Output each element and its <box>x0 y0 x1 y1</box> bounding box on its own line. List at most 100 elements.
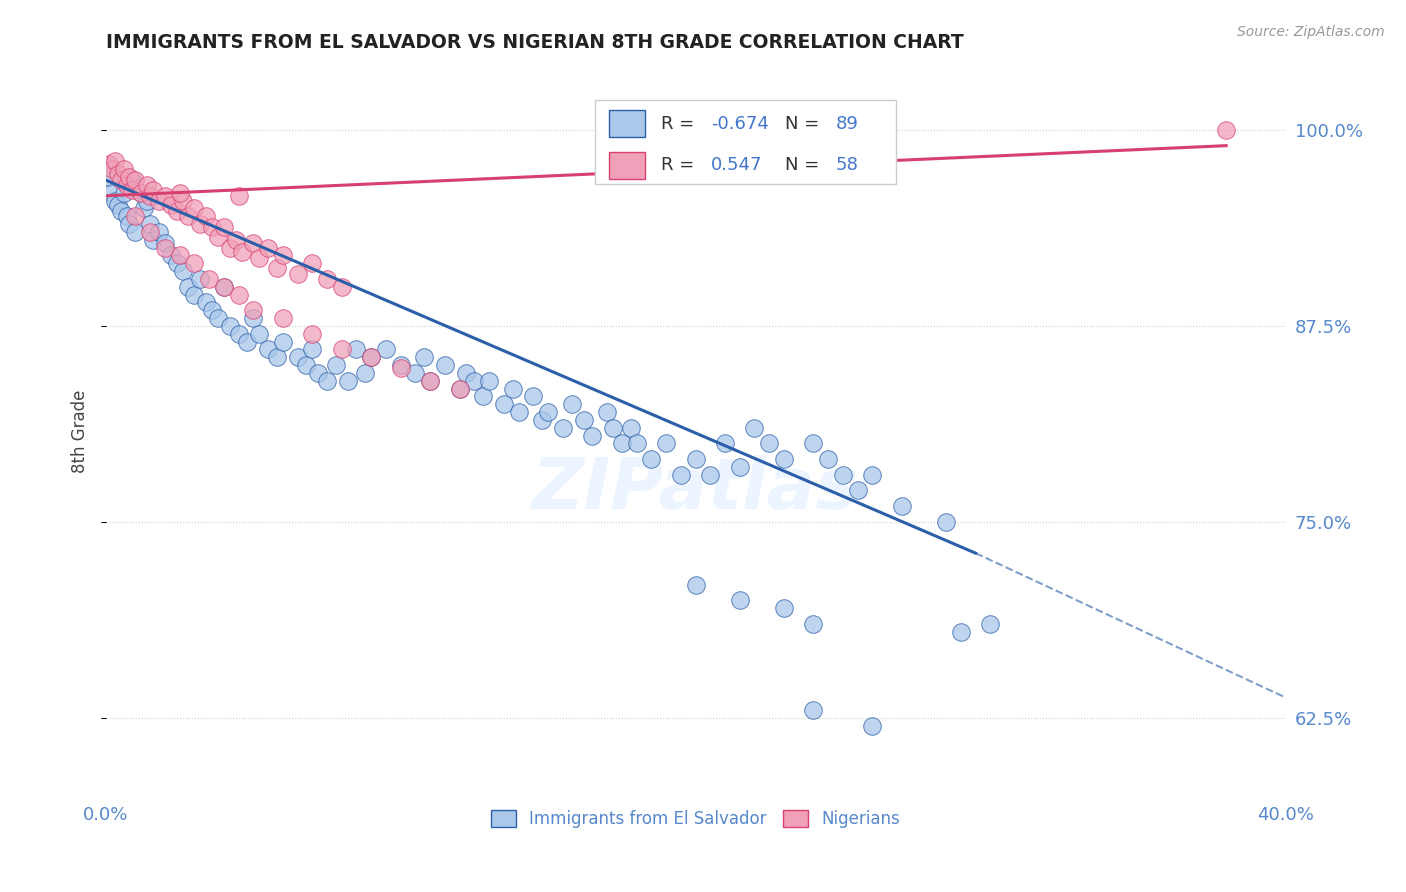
Point <box>139 217 162 231</box>
Point <box>346 343 368 357</box>
Point <box>172 194 194 208</box>
Point <box>212 279 235 293</box>
Point <box>699 467 721 482</box>
Point <box>148 225 170 239</box>
Point <box>287 350 309 364</box>
Point <box>389 358 412 372</box>
Point <box>325 358 347 372</box>
Point <box>172 264 194 278</box>
Point <box>139 189 162 203</box>
Point <box>198 272 221 286</box>
Point <box>472 389 495 403</box>
Point <box>728 593 751 607</box>
Point <box>360 350 382 364</box>
FancyBboxPatch shape <box>609 110 645 137</box>
Point <box>115 209 138 223</box>
Point <box>433 358 456 372</box>
Point <box>492 397 515 411</box>
Point <box>136 178 159 192</box>
Point <box>449 382 471 396</box>
Point <box>620 421 643 435</box>
Point <box>169 248 191 262</box>
Point <box>602 421 624 435</box>
Point <box>307 366 329 380</box>
Point <box>101 162 124 177</box>
Point <box>257 240 280 254</box>
Point <box>159 248 181 262</box>
Point <box>685 452 707 467</box>
Point <box>271 311 294 326</box>
Point <box>195 209 218 223</box>
Point <box>316 272 339 286</box>
Point <box>508 405 530 419</box>
Point <box>949 624 972 639</box>
Point <box>228 287 250 301</box>
Point <box>129 186 152 200</box>
FancyBboxPatch shape <box>595 100 896 184</box>
Point <box>225 233 247 247</box>
Point <box>832 467 855 482</box>
Point <box>463 374 485 388</box>
Point <box>110 173 132 187</box>
Point <box>218 240 240 254</box>
Point <box>561 397 583 411</box>
Point <box>195 295 218 310</box>
Point <box>744 421 766 435</box>
Point <box>97 157 120 171</box>
Point <box>301 326 323 341</box>
Point <box>714 436 737 450</box>
Point <box>218 318 240 333</box>
Point <box>115 178 138 192</box>
Point <box>121 182 143 196</box>
Point <box>134 202 156 216</box>
Point <box>316 374 339 388</box>
Point <box>207 311 229 326</box>
Point <box>112 162 135 177</box>
Point <box>201 220 224 235</box>
Point <box>336 374 359 388</box>
Point <box>773 601 796 615</box>
Point <box>360 350 382 364</box>
Point <box>177 209 200 223</box>
Point <box>166 204 188 219</box>
Point <box>860 718 883 732</box>
Point <box>242 235 264 250</box>
Point <box>207 229 229 244</box>
Point <box>228 326 250 341</box>
Point <box>242 311 264 326</box>
Point <box>581 428 603 442</box>
Point <box>935 515 957 529</box>
Text: IMMIGRANTS FROM EL SALVADOR VS NIGERIAN 8TH GRADE CORRELATION CHART: IMMIGRANTS FROM EL SALVADOR VS NIGERIAN … <box>105 33 963 52</box>
Point <box>773 452 796 467</box>
Point <box>136 194 159 208</box>
Point <box>478 374 501 388</box>
Point <box>247 252 270 266</box>
Text: R =: R = <box>661 114 700 133</box>
Point <box>183 287 205 301</box>
Point <box>107 167 129 181</box>
Point <box>183 256 205 270</box>
Point <box>124 225 146 239</box>
Point <box>169 186 191 200</box>
Point <box>242 303 264 318</box>
Text: N =: N = <box>785 114 825 133</box>
Point <box>375 343 398 357</box>
Point <box>537 405 560 419</box>
Point <box>129 186 152 200</box>
Point <box>266 260 288 275</box>
Point <box>97 169 120 184</box>
Point <box>860 467 883 482</box>
Point <box>1215 123 1237 137</box>
Point <box>890 499 912 513</box>
Point <box>287 267 309 281</box>
Point <box>419 374 441 388</box>
Point <box>142 233 165 247</box>
Point <box>101 186 124 200</box>
Point <box>454 366 477 380</box>
Point <box>389 361 412 376</box>
Point <box>413 350 436 364</box>
Point <box>271 248 294 262</box>
Point <box>610 436 633 450</box>
Point <box>330 343 353 357</box>
Point <box>640 452 662 467</box>
